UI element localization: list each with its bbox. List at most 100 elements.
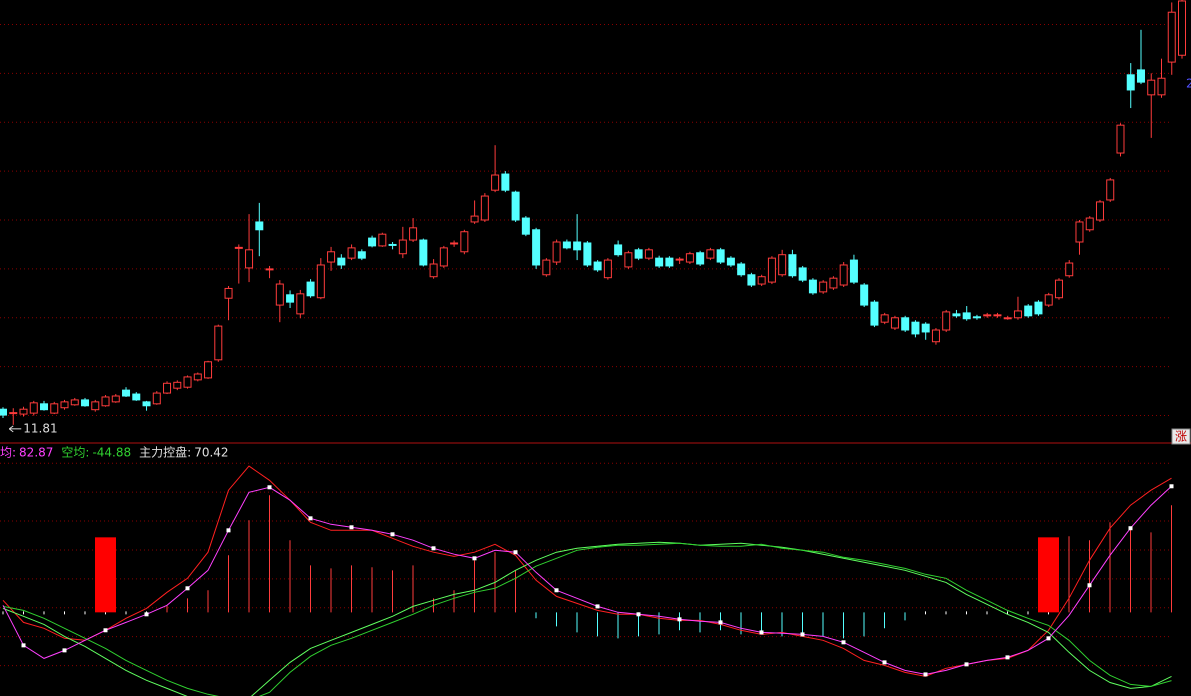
candle-body	[860, 284, 869, 306]
candle-body	[1147, 79, 1156, 96]
candle-body	[9, 412, 18, 415]
candle-body	[91, 401, 100, 411]
candle-body	[111, 395, 120, 403]
candle-body	[337, 257, 346, 266]
candle-body	[583, 242, 592, 266]
candle-body	[152, 392, 161, 405]
candle-body	[460, 231, 469, 253]
candle-body	[1054, 279, 1063, 299]
line-marker	[390, 532, 395, 537]
candle-body	[480, 195, 489, 221]
candle-body	[1178, 0, 1186, 56]
low-arrow-head	[8, 425, 14, 433]
candle-body	[552, 241, 561, 263]
candle-body	[778, 254, 787, 276]
candle-body	[665, 257, 674, 267]
candle-body	[265, 268, 274, 271]
candle-body	[901, 317, 910, 331]
line-marker	[267, 485, 272, 490]
button[interactable]	[1171, 428, 1191, 445]
candle-body	[439, 247, 448, 267]
candle-body	[1167, 11, 1176, 63]
legend: 均: 82.87 空均: -44.88 主力控盘: 70.42	[0, 445, 229, 460]
candle-body	[798, 267, 807, 281]
candle-body	[450, 242, 459, 245]
candle-body	[870, 301, 879, 326]
candle-body	[808, 279, 817, 294]
candle-body	[1106, 179, 1115, 201]
candle-body	[1085, 217, 1094, 231]
signal-block	[95, 537, 116, 613]
candle-body	[1065, 262, 1074, 277]
legend-value: -44.88	[92, 446, 131, 460]
legend-label: 均:	[0, 446, 16, 460]
legend-value: 70.42	[194, 446, 228, 460]
candle-body	[706, 249, 715, 259]
line-marker	[472, 556, 477, 561]
low-label: 11.81	[23, 421, 57, 435]
candle-body	[624, 252, 633, 268]
candle-body	[573, 241, 582, 251]
candle-body	[316, 264, 325, 299]
candle-body	[511, 191, 520, 221]
line-marker	[1087, 583, 1092, 588]
line-marker	[513, 550, 518, 555]
candle-body	[1075, 221, 1084, 243]
line-marker	[1128, 526, 1133, 531]
candle-body	[747, 274, 756, 286]
candle-body	[388, 243, 397, 246]
candle-body	[50, 403, 59, 414]
candle-body	[532, 229, 541, 266]
candle-body	[409, 227, 418, 241]
line-marker	[308, 516, 313, 521]
candle-body	[911, 321, 920, 335]
line-marker	[349, 525, 354, 530]
candle-body	[501, 173, 510, 191]
line-marker	[144, 612, 149, 617]
signal-block	[1038, 537, 1059, 613]
legend-label: 主力控盘:	[139, 445, 191, 460]
candle-body	[942, 311, 951, 331]
candle-body	[1126, 74, 1135, 91]
candle-body	[60, 401, 69, 409]
candle-body	[275, 283, 284, 306]
candle-body	[1157, 77, 1166, 96]
line-marker	[431, 546, 436, 551]
candle-body	[132, 393, 141, 401]
button-label[interactable]: 涨	[1175, 429, 1187, 444]
candle-body	[685, 253, 694, 263]
line-marker	[841, 640, 846, 645]
candle-body	[593, 261, 602, 271]
candle-body	[491, 174, 500, 191]
candle-body	[788, 254, 797, 277]
candle-body	[614, 244, 623, 256]
candle-body	[1003, 317, 1012, 320]
line-marker	[923, 672, 928, 677]
price-panel	[0, 0, 1186, 425]
candle-body	[1095, 201, 1104, 221]
line-marker	[103, 628, 108, 633]
candle-body	[696, 252, 705, 265]
candle-body	[737, 263, 746, 276]
candle-body	[173, 381, 182, 389]
line-marker	[964, 662, 969, 667]
candle-body	[224, 287, 233, 299]
edge-label: 2	[1186, 77, 1191, 91]
line-marker	[1169, 484, 1174, 489]
candle-body	[849, 259, 858, 283]
candle-body	[634, 249, 643, 259]
candle-body	[142, 401, 151, 407]
candle-body	[204, 361, 213, 379]
candle-body	[521, 217, 530, 235]
candle-body	[347, 247, 356, 259]
line-marker	[800, 632, 805, 637]
indicator-line	[2, 465, 1172, 677]
candle-body	[296, 293, 305, 315]
candle-body	[70, 399, 79, 406]
line-marker	[185, 586, 190, 591]
candle-body	[644, 249, 653, 259]
line-marker	[1046, 636, 1051, 641]
candle-body	[214, 325, 223, 361]
candle-body	[183, 376, 192, 388]
